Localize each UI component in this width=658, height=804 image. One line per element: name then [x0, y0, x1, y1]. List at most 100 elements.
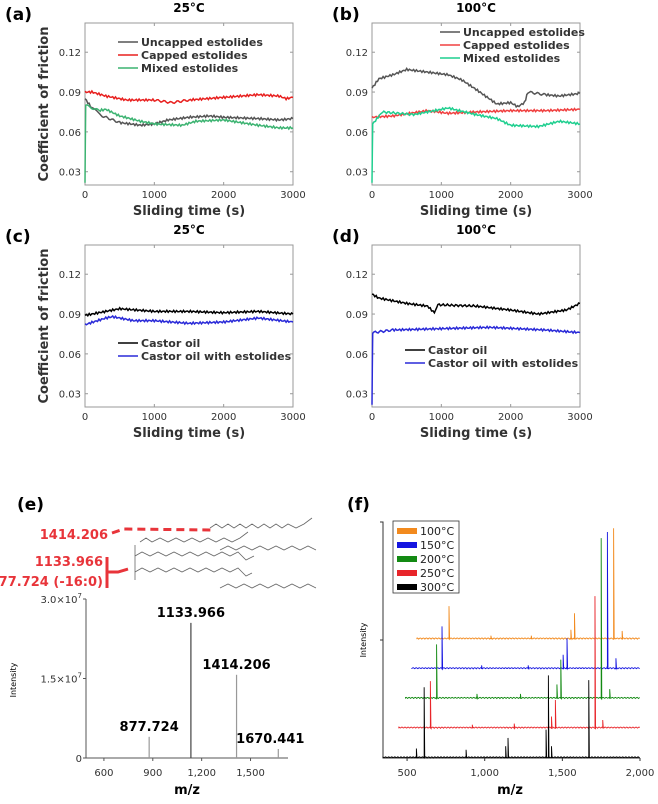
molecule-structure-drawing: [134, 517, 317, 589]
y-tick-label: 0.12: [59, 48, 81, 59]
panel-label: (b): [332, 5, 360, 25]
y-tick-label: 1.5×107: [41, 672, 82, 686]
legend-swatch: [397, 556, 417, 562]
y-tick-label: 0.06: [59, 350, 81, 361]
legend-swatch: [397, 584, 417, 590]
chart-title: 100°C: [456, 223, 496, 237]
peak-label: 1133.966: [157, 606, 225, 621]
plot-frame: [371, 22, 581, 186]
series-line: [371, 66, 581, 109]
x-tick-label: 2000: [211, 412, 236, 423]
panel-c: (c) 25°C 0 1000 2000 3000 0.03 0.06 0.09 0.12 Slid…: [5, 223, 306, 441]
y-tick-mantissa: 0: [76, 754, 82, 765]
legend-label: Castor oil: [428, 344, 487, 357]
x-tick-label: 900: [143, 768, 162, 779]
series-line: [371, 325, 581, 405]
panel-label: (a): [5, 5, 32, 25]
y-tick-label: 0.06: [346, 350, 368, 361]
legend-label: Castor oil with estolides: [428, 357, 579, 370]
y-tick-label: 0.09: [59, 88, 81, 99]
x-axis-label: m/z: [497, 783, 523, 798]
y-tick-label: 3.0×107: [41, 592, 82, 606]
legend-swatch: [397, 528, 417, 534]
y-tick-label: 0.03: [346, 168, 368, 179]
x-axis-label: Sliding time (s): [420, 204, 532, 219]
y-axis-label: Coefficient of friction: [37, 27, 52, 182]
peak-label: 877.724: [120, 720, 179, 735]
legend-label: 150°C: [420, 539, 454, 552]
series-line: [371, 293, 581, 317]
legend-label: Capped estolides: [141, 49, 248, 62]
x-tick-label: 2000: [498, 412, 523, 423]
x-axis-label: Sliding time (s): [420, 426, 532, 441]
legend-label: Castor oil with estolides: [141, 350, 292, 363]
x-tick-label: 1000: [429, 190, 454, 201]
chart-title: 100°C: [456, 1, 496, 15]
x-tick-label: 1,000: [470, 768, 499, 779]
series-line: [84, 89, 294, 105]
y-tick-label: 0.12: [346, 270, 368, 281]
legend-label: Capped estolides: [463, 39, 570, 52]
y-tick-label: 0.06: [346, 128, 368, 139]
x-tick-label: 3000: [280, 412, 305, 423]
spectrum-trace: [405, 538, 640, 701]
x-tick-label: 0: [82, 412, 88, 423]
x-tick-label: 2000: [211, 190, 236, 201]
y-tick-label: 0.06: [59, 128, 81, 139]
legend-label: 250°C: [420, 567, 454, 580]
y-axis-label: Coefficient of friction: [37, 249, 52, 404]
y-tick-label: 0.03: [59, 390, 81, 401]
x-tick-label: 500: [398, 768, 417, 779]
plot-frame: [84, 244, 294, 408]
legend-box: [392, 520, 460, 594]
series-line: [84, 104, 294, 183]
x-tick-label: 1,500: [548, 768, 577, 779]
annotation-leader-1414: [111, 527, 213, 535]
y-tick-mantissa: 3.0×10: [41, 595, 78, 606]
panel-a: (a) 25°C 0 1000 2000 3000 0.03 0.06 0.09 0.12 Slid…: [5, 1, 306, 219]
legend-swatch: [397, 570, 417, 576]
panel-e: (e)600 900 1,200 1,50001.5×1073.0×107Intens…: [9, 495, 304, 798]
y-axis-label: Intensity: [359, 622, 368, 657]
panel-label: (f): [347, 495, 370, 515]
legend-label: 200°C: [420, 553, 454, 566]
y-tick-label: 0.09: [59, 310, 81, 321]
y-tick-label: 0.03: [59, 168, 81, 179]
annotation-1414: 1414.206: [40, 528, 108, 543]
panel-label: (e): [17, 495, 44, 515]
series-line: [84, 314, 294, 326]
x-tick-label: 1000: [142, 190, 167, 201]
spectrum-trace: [398, 596, 641, 731]
y-tick-label: 0.03: [346, 390, 368, 401]
x-tick-label: 0: [82, 190, 88, 201]
x-tick-label: 0: [369, 190, 375, 201]
panel-d: (d) 100°C 0 1000 2000 3000 0.03 0.06 0.09 0.12 Sli…: [332, 223, 593, 441]
x-tick-label: 3000: [280, 190, 305, 201]
annotation-bracket: [105, 557, 129, 588]
spectrum-trace: [416, 528, 641, 641]
x-axis-label: Sliding time (s): [133, 426, 245, 441]
x-tick-label: 0: [369, 412, 375, 423]
y-tick-label: 0.12: [346, 48, 368, 59]
legend-label: Uncapped estolides: [141, 36, 263, 49]
y-tick-label: 0.09: [346, 310, 368, 321]
series-line: [84, 306, 294, 317]
x-tick-label: 1,200: [187, 768, 216, 779]
annotation-877: 877.724 (-16:0): [0, 575, 103, 590]
series-line: [371, 106, 581, 183]
chart-title: 25°C: [173, 223, 205, 237]
chart-title: 25°C: [173, 1, 205, 15]
legend-label: 100°C: [420, 525, 454, 538]
spectrum-trace: [411, 532, 640, 671]
x-tick-label: 1000: [429, 412, 454, 423]
panel-label: (c): [5, 227, 31, 247]
legend-label: Mixed estolides: [463, 52, 561, 65]
x-tick-label: 1000: [142, 412, 167, 423]
x-axis-label: m/z: [174, 783, 200, 798]
y-tick-label: 0: [76, 754, 82, 765]
x-tick-label: 600: [94, 768, 113, 779]
y-tick-label: 0.12: [59, 270, 81, 281]
plot-frame: [84, 22, 294, 186]
legend-label: 300°C: [420, 581, 454, 594]
